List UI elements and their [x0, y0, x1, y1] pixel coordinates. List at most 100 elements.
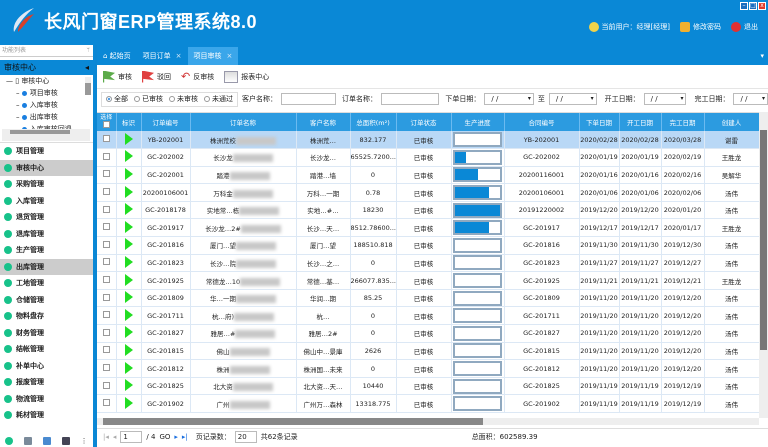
- page-size-input[interactable]: 20: [234, 431, 257, 443]
- menu-item[interactable]: 补单中心: [0, 358, 93, 375]
- row-checkbox[interactable]: [102, 293, 110, 301]
- go-button[interactable]: GO: [159, 433, 171, 441]
- prev-page-button[interactable]: ◂: [112, 433, 117, 441]
- logout-link[interactable]: 退出: [731, 22, 758, 32]
- row-checkbox[interactable]: [102, 311, 110, 319]
- row-select[interactable]: [97, 148, 117, 167]
- row-checkbox[interactable]: [102, 240, 110, 248]
- close-button[interactable]: x: [758, 2, 766, 10]
- tab-project-orders[interactable]: 项目订单 ×: [137, 47, 188, 65]
- module-icon[interactable]: [5, 436, 14, 445]
- report-center-button[interactable]: 报表中心: [224, 70, 269, 83]
- row-select[interactable]: [97, 183, 117, 202]
- row-select[interactable]: [97, 289, 117, 308]
- table-row[interactable]: 20200106001 万科金 万科…一期 0.78 已审核 20200106001 202…: [97, 183, 759, 202]
- row-select[interactable]: [97, 306, 117, 326]
- select-all-checkbox[interactable]: [102, 121, 110, 128]
- tree-item[interactable]: – 出库审核: [16, 113, 58, 121]
- menu-item[interactable]: 审核中心: [0, 159, 93, 176]
- table-row[interactable]: GC-202002 长沙龙 长沙龙… 65525.7200... 已审核 GC-20200…: [97, 148, 759, 167]
- column-header[interactable]: 生产进度: [451, 113, 505, 131]
- maximize-button[interactable]: □: [749, 2, 757, 10]
- table-row[interactable]: GC-201711 杭…府) 杭… 0 已审核 GC-201711 2019/11/20 20…: [97, 306, 759, 326]
- table-row[interactable]: GC-201812 株洲 株洲国…未来 0 已审核 GC-201812 2019/11/20…: [97, 359, 759, 378]
- row-select[interactable]: [97, 131, 117, 150]
- column-header[interactable]: 总面积(m²): [350, 113, 397, 131]
- tree-horizontal-scrollbar[interactable]: [2, 129, 90, 141]
- row-checkbox[interactable]: [102, 328, 110, 336]
- menu-item[interactable]: 退库管理: [0, 226, 93, 243]
- minimize-button[interactable]: –: [740, 2, 748, 10]
- grid-horizontal-scrollbar[interactable]: [97, 418, 759, 425]
- menu-item[interactable]: 出库管理: [0, 258, 93, 275]
- table-row[interactable]: GC-201815 佛山 佛山中…景庫 2626 已审核 GC-201815 2019/11…: [97, 342, 759, 361]
- menu-item[interactable]: 生产管理: [0, 242, 93, 259]
- close-tab-icon[interactable]: ×: [175, 52, 182, 60]
- row-checkbox[interactable]: [102, 364, 110, 372]
- menu-item[interactable]: 退货管理: [0, 209, 93, 226]
- order-date-to[interactable]: / /: [548, 93, 597, 105]
- row-checkbox[interactable]: [102, 276, 110, 284]
- tree-item[interactable]: – 入库审核: [16, 101, 58, 109]
- menu-item[interactable]: 物料盘存: [0, 308, 93, 325]
- tree-vertical-scrollbar[interactable]: [85, 77, 91, 95]
- menu-item[interactable]: 采购管理: [0, 176, 93, 193]
- order-date-from[interactable]: / /: [484, 93, 534, 105]
- column-header[interactable]: 订单名称: [190, 113, 297, 131]
- close-tab-icon[interactable]: ×: [226, 52, 233, 60]
- row-select[interactable]: [97, 201, 117, 220]
- radio-rejected[interactable]: 未通过: [204, 94, 233, 104]
- menu-item[interactable]: 报废管理: [0, 374, 93, 391]
- table-row[interactable]: GC-201827 雅居…# 雅居…2# 0 已审核 GC-201827 2019/11/2…: [97, 324, 759, 343]
- column-header[interactable]: 完工日期: [661, 113, 705, 131]
- function-list-search[interactable]: 功能列表 ᛘ: [0, 45, 93, 57]
- change-password-link[interactable]: 修改密码: [680, 22, 721, 32]
- row-checkbox[interactable]: [102, 170, 110, 178]
- table-row[interactable]: GC-201809 华…一期 华润…期 85.25 已审核 GC-201809 2019/1…: [97, 289, 759, 308]
- grid-vertical-scrollbar[interactable]: [759, 112, 768, 418]
- row-select[interactable]: [97, 236, 117, 255]
- menu-item[interactable]: 项目管理: [0, 143, 93, 160]
- table-row[interactable]: GC-201925 常德龙…10 常德…基… 266077.835... 已审核 GC-2…: [97, 271, 759, 290]
- menu-item[interactable]: 工地管理: [0, 275, 93, 292]
- more-icon[interactable]: ⋮: [80, 436, 88, 445]
- menu-item[interactable]: 耗材管理: [0, 407, 93, 424]
- table-row[interactable]: GC-201917 长沙龙…2# 长沙…天… 8512.78600... 已审核 GC-2…: [97, 218, 759, 238]
- table-row[interactable]: GC-2018178 实地常…栋 实地…#… 18230 已审核 20191220002 2…: [97, 201, 759, 220]
- first-page-button[interactable]: |◂: [103, 433, 109, 441]
- row-select[interactable]: [97, 377, 117, 396]
- column-header[interactable]: 合同编号: [504, 113, 580, 131]
- row-checkbox[interactable]: [102, 381, 110, 389]
- radio-unapproved[interactable]: 未审核: [169, 94, 198, 104]
- row-select[interactable]: [97, 254, 117, 273]
- menu-item[interactable]: 结帐管理: [0, 341, 93, 358]
- finish-date-input[interactable]: / /: [733, 93, 768, 105]
- row-checkbox[interactable]: [102, 188, 110, 196]
- last-page-button[interactable]: ▸|: [181, 433, 188, 441]
- page-input[interactable]: 1: [120, 431, 143, 443]
- customer-name-input[interactable]: [281, 93, 337, 105]
- cart-icon[interactable]: [24, 436, 33, 445]
- table-row[interactable]: YB-202001 株洲荒校 株洲荒… 832.177 已审核 YB-202001 2020…: [97, 131, 759, 150]
- row-checkbox[interactable]: [102, 258, 110, 266]
- column-header[interactable]: 创建人: [704, 113, 759, 131]
- column-header[interactable]: 标识: [116, 113, 142, 131]
- column-header[interactable]: 开工日期: [619, 113, 662, 131]
- pin-icon[interactable]: ᛘ: [86, 47, 90, 54]
- order-name-input[interactable]: [381, 93, 440, 105]
- tree-root[interactable]: — ▯ 审核中心: [6, 77, 50, 85]
- column-header[interactable]: 订单状态: [396, 113, 452, 131]
- row-select[interactable]: [97, 359, 117, 378]
- row-select[interactable]: [97, 324, 117, 343]
- radio-all[interactable]: 全部: [106, 94, 128, 104]
- table-row[interactable]: GC-202001 踏港 踏港…墙 0 已审核 20200116001 2020/01/16…: [97, 166, 759, 185]
- tab-project-audit[interactable]: 项目审核 ×: [187, 47, 239, 65]
- start-date-input[interactable]: / /: [643, 93, 687, 105]
- row-select[interactable]: [97, 166, 117, 185]
- row-select[interactable]: [97, 271, 117, 290]
- row-checkbox[interactable]: [102, 152, 110, 160]
- column-header[interactable]: 选择: [97, 113, 117, 131]
- table-row[interactable]: GC-201816 厦门…望 厦门…望 188510.818 已审核 GC-201816 2…: [97, 236, 759, 255]
- row-checkbox[interactable]: [102, 135, 110, 143]
- shop-icon[interactable]: [42, 436, 51, 445]
